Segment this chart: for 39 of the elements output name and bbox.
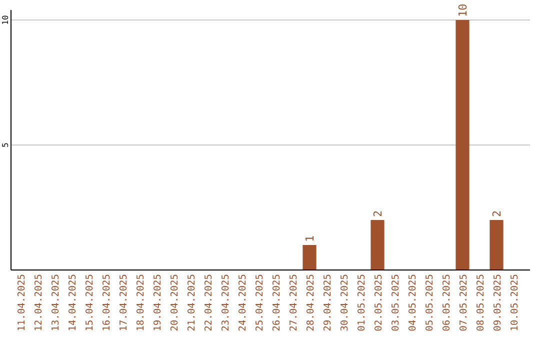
- x-tick-label: 22.04.2025: [204, 274, 214, 332]
- x-tick-label: 11.04.2025: [16, 274, 28, 332]
- x-tick-label: 02.05.2025: [374, 274, 384, 332]
- x-tick-label: 15.04.2025: [84, 274, 96, 332]
- x-tick-label: 07.05.2025: [458, 274, 470, 332]
- x-tick-label: 18.04.2025: [136, 274, 146, 332]
- x-tick-label: 17.04.2025: [118, 274, 130, 332]
- x-tick-label: 28.04.2025: [306, 274, 316, 332]
- x-tick-label: 10.05.2025: [510, 274, 520, 332]
- x-tick-label: 06.05.2025: [442, 274, 452, 332]
- data-label: 2: [372, 210, 384, 217]
- data-label: 1: [304, 235, 316, 242]
- x-tick-label: 30.04.2025: [340, 274, 350, 332]
- bar: [490, 220, 504, 270]
- y-tick-label: 5: [1, 142, 10, 148]
- data-label: 2: [490, 210, 504, 217]
- x-tick-label: 13.04.2025: [50, 274, 62, 332]
- x-tick-label: 19.04.2025: [152, 274, 164, 332]
- x-tick-label: 08.05.2025: [476, 274, 486, 332]
- x-tick-label: 21.04.2025: [186, 274, 198, 332]
- x-tick-label: 24.04.2025: [238, 274, 248, 332]
- x-tick-label: 03.05.2025: [390, 274, 402, 332]
- x-tick-label: 01.05.2025: [356, 274, 368, 332]
- x-tick-label: 09.05.2025: [492, 274, 504, 332]
- x-tick-label: 12.04.2025: [34, 274, 44, 332]
- data-label: 10: [456, 4, 470, 17]
- x-tick-label: 04.05.2025: [408, 274, 418, 332]
- x-tick-label: 16.04.2025: [102, 274, 112, 332]
- bar: [370, 220, 384, 270]
- x-tick-label: 20.04.2025: [170, 274, 180, 332]
- x-tick-label: 29.04.2025: [322, 274, 334, 332]
- x-tick-label: 14.04.2025: [68, 274, 78, 332]
- x-tick-label: 25.04.2025: [254, 274, 266, 332]
- x-tick-label: 05.05.2025: [424, 274, 436, 332]
- x-tick-label: 26.04.2025: [272, 274, 282, 332]
- bar: [456, 20, 470, 270]
- bar: [302, 245, 316, 270]
- x-tick-label: 23.04.2025: [220, 274, 232, 332]
- x-tick-label: 27.04.2025: [288, 274, 300, 332]
